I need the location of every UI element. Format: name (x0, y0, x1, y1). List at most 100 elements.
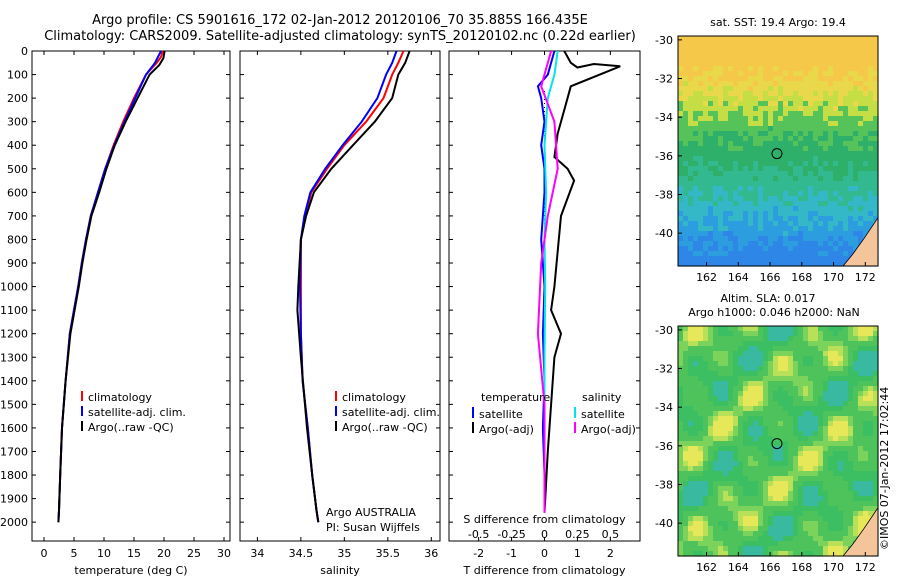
heatmap-cell (813, 441, 819, 447)
heatmap-cell (693, 166, 699, 172)
heatmap-cell (848, 71, 854, 77)
heatmap-cell (703, 101, 709, 107)
heatmap-cell (693, 221, 699, 227)
heatmap-cell (863, 436, 869, 442)
heatmap-cell (698, 36, 704, 42)
heatmap-cell (873, 326, 879, 332)
heatmap-cell (748, 146, 754, 152)
heatmap-cell (708, 396, 714, 402)
heatmap-cell (868, 431, 874, 437)
heatmap-cell (773, 376, 779, 382)
heatmap-cell (833, 136, 839, 142)
heatmap-cell (818, 151, 824, 157)
heatmap-cell (723, 381, 729, 387)
heatmap-cell (858, 76, 864, 82)
heatmap-cell (683, 111, 689, 117)
heatmap-cell (853, 86, 859, 92)
heatmap-cell (763, 196, 769, 202)
heatmap-cell (698, 536, 704, 542)
heatmap-cell (723, 86, 729, 92)
heatmap-cell (768, 126, 774, 132)
heatmap-cell (838, 251, 844, 257)
heatmap-cell (728, 501, 734, 507)
x-tick-label: 166 (760, 561, 781, 574)
heatmap-cell (858, 46, 864, 52)
heatmap-cell (703, 56, 709, 62)
heatmap-cell (728, 121, 734, 127)
heatmap-cell (748, 396, 754, 402)
heatmap-cell (793, 246, 799, 252)
heatmap-cell (733, 346, 739, 352)
heatmap-cell (783, 251, 789, 257)
heatmap-cell (848, 386, 854, 392)
heatmap-cell (768, 261, 774, 267)
heatmap-cell (858, 136, 864, 142)
heatmap-cell (853, 521, 859, 527)
heatmap-cell (718, 396, 724, 402)
heatmap-cell (698, 521, 704, 527)
heatmap-cell (783, 471, 789, 477)
heatmap-cell (858, 391, 864, 397)
heatmap-cell (818, 261, 824, 267)
heatmap-cell (868, 46, 874, 52)
heatmap-cell (803, 66, 809, 72)
heatmap-cell (738, 186, 744, 192)
heatmap-cell (858, 186, 864, 192)
heatmap-cell (733, 36, 739, 42)
x-axis-label: temperature (deg C) (74, 564, 187, 577)
heatmap-cell (708, 336, 714, 342)
heatmap-cell (803, 441, 809, 447)
heatmap-cell (693, 66, 699, 72)
heatmap-cell (808, 246, 814, 252)
heatmap-cell (793, 131, 799, 137)
heatmap-cell (718, 66, 724, 72)
heatmap-cell (858, 346, 864, 352)
heatmap-cell (753, 421, 759, 427)
heatmap-cell (843, 106, 849, 112)
heatmap-cell (813, 116, 819, 122)
heatmap-cell (763, 46, 769, 52)
heatmap-cell (738, 46, 744, 52)
heatmap-cell (758, 46, 764, 52)
heatmap-cell (798, 146, 804, 152)
heatmap-cell (833, 381, 839, 387)
heatmap-cell (763, 486, 769, 492)
heatmap-cell (713, 361, 719, 367)
heatmap-cell (688, 351, 694, 357)
heatmap-cell (743, 476, 749, 482)
heatmap-cell (773, 86, 779, 92)
heatmap-cell (783, 46, 789, 52)
heatmap-cell (718, 186, 724, 192)
heatmap-cell (708, 351, 714, 357)
heatmap-cell (858, 371, 864, 377)
heatmap-cell (788, 391, 794, 397)
heatmap-cell (718, 486, 724, 492)
heatmap-cell (778, 496, 784, 502)
heatmap-cell (708, 371, 714, 377)
heatmap-cell (713, 111, 719, 117)
heatmap-cell (823, 521, 829, 527)
heatmap-cell (698, 236, 704, 242)
heatmap-cell (783, 511, 789, 517)
heatmap-cell (703, 76, 709, 82)
heatmap-cell (768, 536, 774, 542)
heatmap-cell (873, 456, 879, 462)
heatmap-cell (873, 191, 879, 197)
heatmap-cell (843, 336, 849, 342)
heatmap-cell (703, 166, 709, 172)
heatmap-cell (688, 36, 694, 42)
heatmap-cell (738, 66, 744, 72)
heatmap-cell (723, 406, 729, 412)
heatmap-cell (753, 516, 759, 522)
heatmap-cell (853, 181, 859, 187)
heatmap-cell (768, 161, 774, 167)
heatmap-cell (808, 531, 814, 537)
heatmap-cell (828, 81, 834, 87)
heatmap-cell (793, 391, 799, 397)
heatmap-cell (683, 56, 689, 62)
heatmap-cell (703, 96, 709, 102)
heatmap-cell (823, 121, 829, 127)
heatmap-cell (838, 126, 844, 132)
heatmap-cell (848, 441, 854, 447)
heatmap-cell (738, 446, 744, 452)
